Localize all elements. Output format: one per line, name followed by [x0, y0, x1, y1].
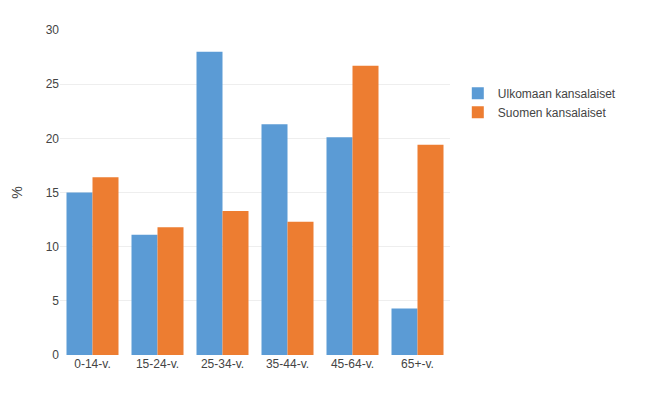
svg-text:Ulkomaan kansalaiset: Ulkomaan kansalaiset	[498, 87, 616, 101]
svg-text:20: 20	[46, 132, 60, 146]
svg-text:10: 10	[46, 240, 60, 254]
svg-text:65+-v.: 65+-v.	[401, 357, 434, 371]
svg-text:0-14-v.: 0-14-v.	[74, 357, 110, 371]
svg-text:%: %	[9, 186, 25, 198]
svg-text:15-24-v.: 15-24-v.	[136, 357, 179, 371]
svg-text:0: 0	[52, 348, 59, 362]
svg-text:5: 5	[52, 294, 59, 308]
svg-text:25: 25	[46, 77, 60, 91]
svg-text:15: 15	[46, 186, 60, 200]
svg-text:Suomen kansalaiset: Suomen kansalaiset	[498, 106, 607, 120]
svg-text:30: 30	[46, 23, 60, 37]
svg-text:25-34-v.: 25-34-v.	[201, 357, 244, 371]
svg-text:35-44-v.: 35-44-v.	[266, 357, 309, 371]
svg-text:45-64-v.: 45-64-v.	[331, 357, 374, 371]
